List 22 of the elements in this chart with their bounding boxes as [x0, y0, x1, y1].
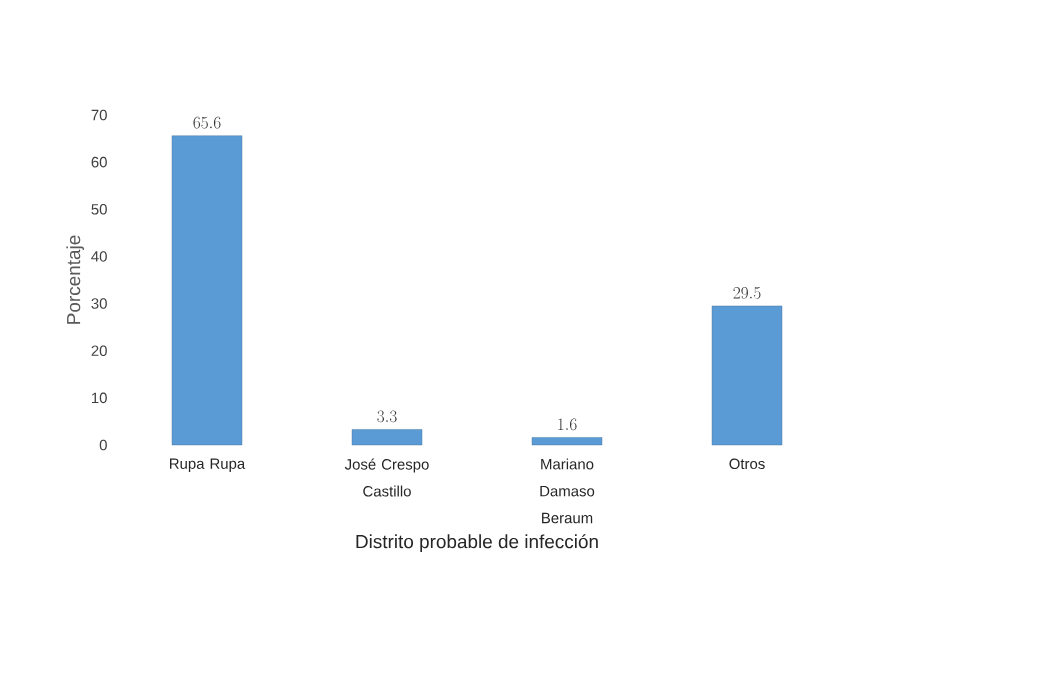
x-tick-label: José Crespo Castillo: [344, 458, 429, 497]
y-axis-title: Porcentaje: [66, 235, 85, 324]
y-tick-label: 50: [91, 203, 107, 215]
y-tick-label: 0: [99, 439, 107, 451]
y-tick-label: 60: [91, 156, 107, 168]
bar: [351, 429, 423, 446]
y-tick-label: 70: [91, 109, 107, 121]
y-tick-label: 10: [92, 392, 107, 404]
data-label: 65.6: [193, 116, 221, 129]
bar: [171, 135, 243, 446]
x-tick-label: Mariano Damaso Beraum: [540, 458, 595, 524]
data-label: 29.5: [733, 287, 761, 299]
x-tick-label: Rupa Rupa: [170, 458, 246, 472]
data-label: 1 .6: [558, 418, 577, 431]
data-label: 3.3: [377, 410, 397, 423]
y-tick-label: 20: [91, 345, 107, 356]
bar: [711, 305, 783, 446]
x-axis-title: Distrito probable de infección: [356, 534, 598, 552]
y-tick-label: 40: [91, 251, 107, 262]
y-tick-label: 30: [91, 298, 107, 309]
bar: [531, 437, 603, 446]
x-tick-label: Otros: [729, 458, 765, 470]
